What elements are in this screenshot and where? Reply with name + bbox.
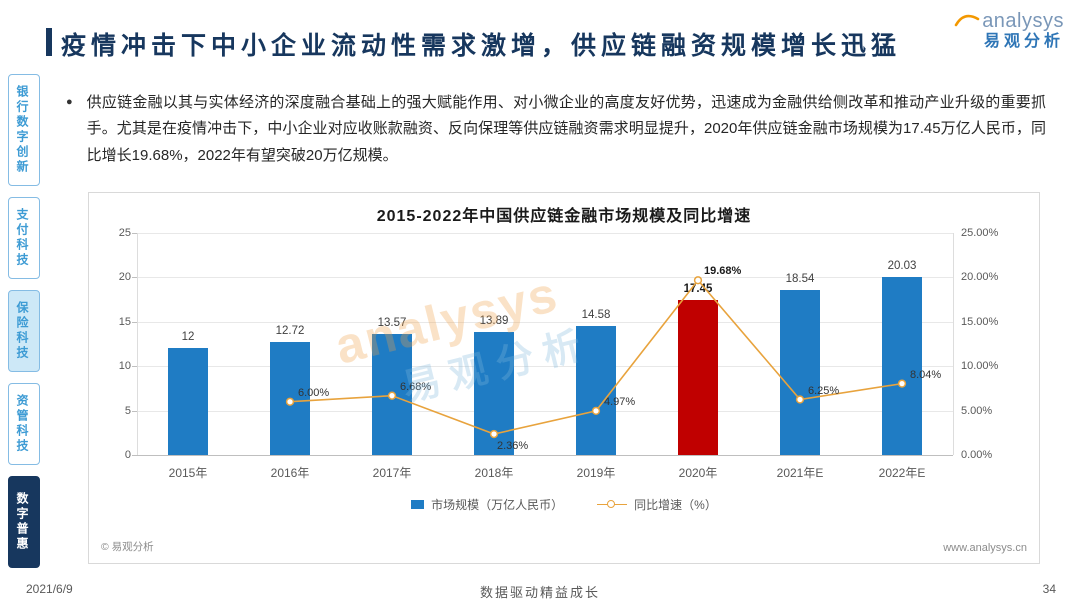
sidebar-item-digital-inclusion[interactable]: 数字普惠: [8, 476, 40, 568]
gridline: [137, 455, 953, 456]
summary-text: 供应链金融以其与实体经济的深度融合基础上的强大赋能作用、对小微企业的高度友好优势…: [86, 94, 1046, 164]
x-axis-label: 2021年E: [776, 466, 824, 480]
y-axis-tick-left: 5: [124, 404, 131, 417]
tick-mark: [132, 410, 137, 412]
line-value-label: 6.68%: [400, 380, 432, 393]
y-axis-tick-left: 15: [118, 315, 131, 328]
x-axis-label: 2022年E: [878, 466, 926, 480]
bar-2022年E: [882, 277, 922, 455]
footer-date: 2021/6/9: [26, 582, 73, 596]
logo-swoosh-icon: [954, 13, 980, 32]
x-axis-label: 2018年: [474, 466, 514, 480]
y-axis-tick-right: 10.00%: [961, 360, 999, 373]
bar-value-label: 18.54: [785, 273, 815, 286]
line-legend-swatch: [597, 500, 628, 508]
bar-value-label: 14.58: [581, 308, 611, 321]
y-axis-tick-left: 10: [118, 360, 131, 373]
bar-2015年: [168, 348, 208, 455]
bar-2021年E: [780, 290, 820, 455]
tick-mark: [132, 277, 137, 279]
bar-value-label: 12.72: [275, 325, 305, 338]
y-axis-tick-right: 5.00%: [961, 404, 993, 417]
line-value-label: 2.36%: [497, 440, 529, 453]
summary-block: ● 供应链金融以其与实体经济的深度融合基础上的强大赋能作用、对小微企业的高度友好…: [66, 90, 1046, 169]
x-axis-label: 2015年: [168, 466, 208, 480]
y-axis-line-left: [137, 233, 138, 455]
bar-2018年: [474, 331, 514, 455]
sidebar-item-payment-tech[interactable]: 支付科技: [8, 197, 40, 279]
logo-brand-text: analysys: [982, 10, 1064, 32]
chart-container: 0 0.00% 5 5.00% 10 10.00% 15 15.00% 20 20.00% 25 25…: [88, 192, 1040, 564]
logo-chinese-text: 易观分析: [983, 33, 1064, 50]
tick-mark: [132, 233, 137, 234]
legend-label: 市场规模（万亿人民币）: [431, 498, 564, 512]
copyright: © 易观分析: [101, 541, 154, 553]
gridline: [137, 410, 953, 412]
analysys-logo: analysys 易观分析: [954, 10, 1064, 51]
bar-value-label: 12: [181, 331, 195, 344]
y-axis-tick-right: 0.00%: [961, 449, 993, 461]
bar-value-label: 13.57: [377, 317, 407, 330]
chart-title: 2015-2022年中国供应链金融市场规模及同比增速: [376, 208, 752, 225]
chart-canvas: 0 0.00% 5 5.00% 10 10.00% 15 15.00% 20 20.00% 25 25…: [89, 193, 1039, 563]
bullet-icon: ●: [66, 96, 73, 108]
bar-value-label: 13.89: [479, 314, 509, 327]
x-axis-label: 2020年: [678, 466, 718, 480]
sidebar-item-label: 资管科技: [15, 394, 29, 454]
sidebar-item-label: 支付科技: [15, 208, 29, 268]
sidebar-item-insurance-tech[interactable]: 保险科技: [8, 290, 40, 372]
line-value-label: 4.97%: [604, 395, 636, 408]
bar-value-label: 17.45: [683, 283, 713, 296]
gridline: [137, 321, 953, 323]
line-value-label: 6.25%: [808, 384, 840, 397]
line-value-label: 6.00%: [298, 386, 330, 399]
bar-2020年: [678, 300, 718, 455]
x-axis-label: 2017年: [372, 466, 412, 480]
page-number: 34: [1042, 582, 1056, 596]
y-axis-tick-right: 20.00%: [961, 271, 999, 284]
line-value-label: 8.04%: [910, 368, 942, 381]
sidebar-item-label: 银行数字创新: [15, 85, 29, 175]
sidebar-item-bank-digital[interactable]: 银行数字创新: [8, 74, 40, 186]
website-link[interactable]: www.analysys.cn: [943, 542, 1027, 554]
y-axis-line-right: [953, 233, 954, 455]
sidebar-item-label: 保险科技: [15, 301, 29, 361]
bar-2019年: [576, 325, 616, 455]
y-axis-tick-left: 20: [118, 271, 131, 284]
gridline: [137, 233, 953, 234]
legend-item-market-size: 市场规模（万亿人民币）: [411, 496, 563, 513]
chart-legend: 市场规模（万亿人民币） 同比增速（%）: [89, 496, 1039, 513]
y-axis-tick-right: 15.00%: [961, 315, 999, 328]
legend-item-growth: 同比增速（%）: [597, 496, 717, 513]
gridline: [137, 366, 953, 368]
x-axis-label: 2016年: [270, 466, 310, 480]
y-axis-tick-left: 0: [124, 449, 131, 461]
page-title: 疫情冲击下中小企业流动性需求激增，供应链融资规模增长迅猛: [61, 32, 902, 60]
x-axis-label: 2019年: [576, 466, 616, 480]
y-axis-tick-right: 25.00%: [961, 227, 999, 239]
legend-label: 同比增速（%）: [634, 498, 717, 512]
sidebar: 银行数字创新 支付科技 保险科技 资管科技 数字普惠: [8, 74, 40, 568]
sidebar-item-label: 数字普惠: [15, 492, 29, 552]
footer-slogan: 数据驱动精益成长: [479, 585, 600, 600]
y-axis-tick-left: 25: [118, 227, 131, 239]
bar-value-label: 20.03: [887, 260, 917, 273]
bar-2017年: [372, 334, 412, 455]
gridline: [137, 277, 953, 279]
tick-mark: [132, 321, 137, 323]
sidebar-item-asset-mgmt-tech[interactable]: 资管科技: [8, 383, 40, 465]
line-value-label: 19.68%: [704, 265, 742, 278]
bar-legend-swatch: [411, 500, 425, 509]
tick-mark: [132, 455, 137, 456]
title-accent-bar: [46, 28, 52, 56]
tick-mark: [132, 366, 137, 368]
